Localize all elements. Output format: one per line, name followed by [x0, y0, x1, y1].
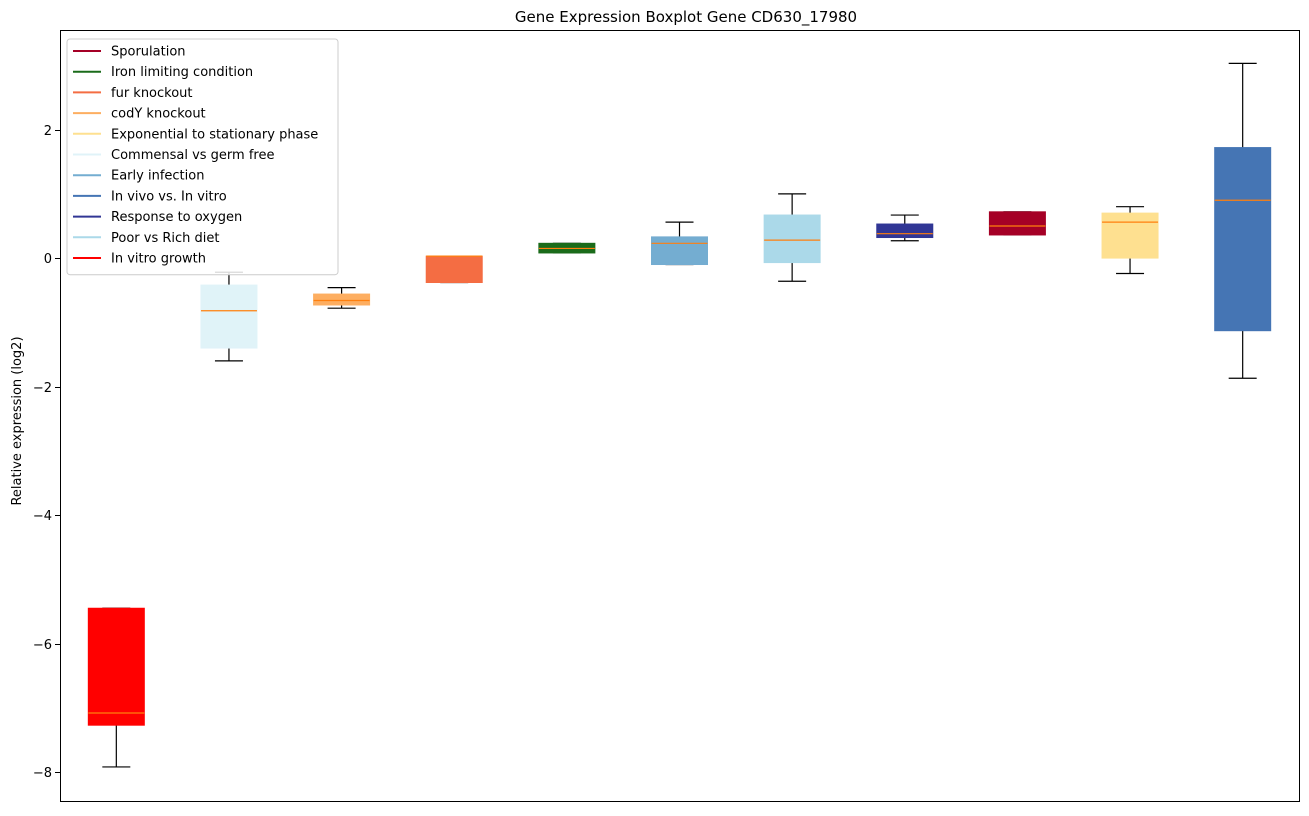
plot-frame — [60, 30, 1300, 802]
box-3 — [313, 287, 371, 309]
box-body — [87, 607, 145, 726]
legend-item: Poor vs Rich diet — [73, 231, 219, 246]
legend-item: In vitro growth — [73, 252, 206, 267]
box-1 — [87, 607, 145, 768]
y-tick-label: −4 — [33, 509, 52, 524]
legend-item: Sporulation — [73, 45, 186, 60]
legend-frame — [66, 38, 339, 276]
box-11 — [1214, 62, 1272, 379]
y-axis-ticks: −8 −6 −4 −2 0 2 — [33, 124, 60, 781]
boxplot-series — [87, 62, 1272, 768]
legend-item: Response to oxygen — [73, 210, 242, 225]
legend-label: Sporulation — [111, 45, 186, 60]
box-body — [876, 223, 934, 239]
chart-title: Gene Expression Boxplot Gene CD630_17980 — [515, 8, 857, 27]
legend-item: Iron limiting condition — [73, 65, 253, 80]
y-axis-label: Relative expression (log2) — [10, 336, 25, 505]
legend-label: Early infection — [111, 169, 204, 184]
legend-label: codY knockout — [111, 107, 206, 122]
box-body — [425, 255, 483, 284]
legend-label: In vivo vs. In vitro — [111, 189, 227, 204]
legend-item: In vivo vs. In vitro — [73, 189, 227, 204]
box-6 — [651, 221, 708, 266]
box-2 — [200, 271, 258, 362]
box-body — [763, 214, 821, 264]
legend-label: Poor vs Rich diet — [111, 231, 219, 246]
legend-label: Commensal vs germ free — [111, 148, 274, 163]
legend-label: fur knockout — [111, 86, 193, 101]
box-5 — [538, 242, 596, 254]
box-body — [988, 211, 1046, 236]
y-tick-label: −6 — [33, 638, 52, 653]
box-body — [200, 284, 258, 349]
box-body — [1214, 147, 1272, 332]
box-body — [651, 236, 708, 266]
legend-label: Response to oxygen — [111, 210, 242, 225]
box-4 — [425, 255, 483, 284]
legend-item: Exponential to stationary phase — [73, 127, 318, 142]
legend-item: fur knockout — [73, 86, 193, 101]
legend-item: Commensal vs germ free — [73, 148, 274, 163]
legend-label: Exponential to stationary phase — [111, 127, 318, 142]
legend: Sporulation Iron limiting condition fur kn… — [66, 38, 339, 276]
y-tick-label: −8 — [33, 766, 52, 781]
legend-item: Early infection — [73, 169, 204, 184]
box-body — [1101, 212, 1159, 259]
box-9 — [988, 211, 1046, 236]
y-tick-label: −2 — [33, 381, 52, 396]
box-8 — [876, 214, 934, 242]
y-tick-label: 2 — [44, 124, 52, 139]
box-10 — [1101, 206, 1159, 275]
legend-label: Iron limiting condition — [111, 65, 253, 80]
box-body — [313, 293, 371, 306]
box-7 — [763, 193, 821, 282]
legend-item: codY knockout — [73, 107, 206, 122]
y-tick-label: 0 — [44, 252, 52, 267]
legend-label: In vitro growth — [111, 252, 206, 267]
